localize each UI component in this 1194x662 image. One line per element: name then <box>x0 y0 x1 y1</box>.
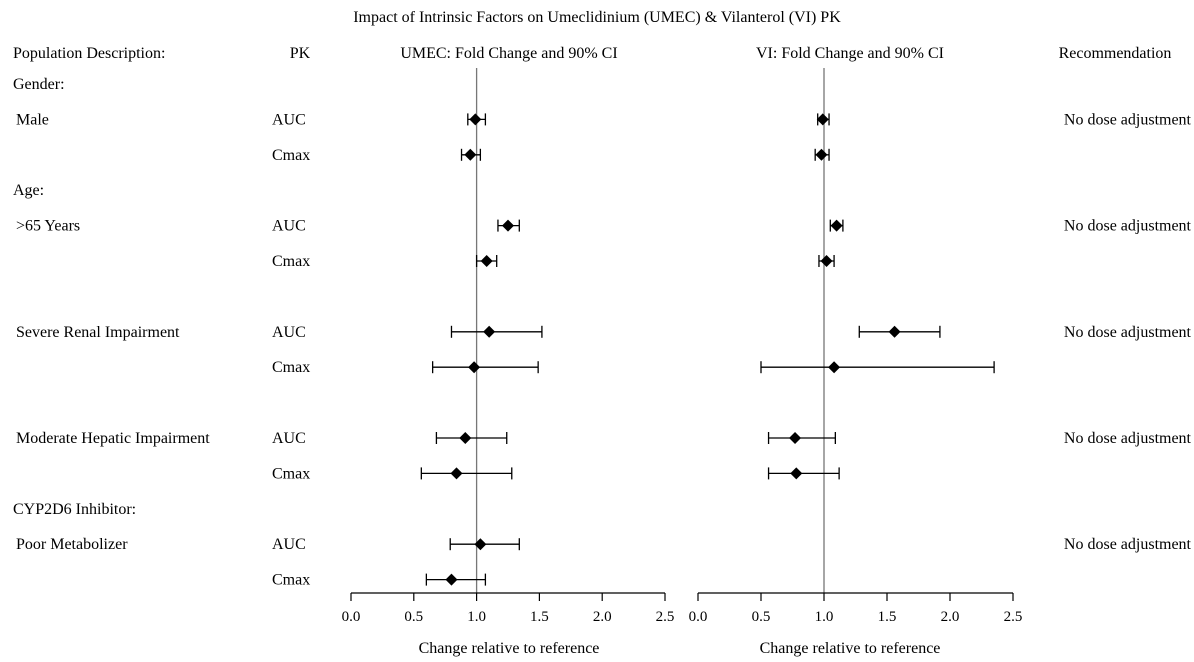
pk-label: Cmax <box>272 253 310 270</box>
recommendation-label: No dose adjustment <box>1064 218 1192 235</box>
umec-panel: 0.0 0.5 1.0 1.5 2.0 2.5 Change relative to ref… <box>342 68 675 657</box>
pk-label: AUC <box>272 536 306 553</box>
point-estimate-marker <box>474 538 487 551</box>
population-label: Moderate Hepatic Impairment <box>16 430 210 447</box>
point-estimate-marker <box>464 148 477 161</box>
point-estimate-marker <box>502 219 514 232</box>
pk-label: Cmax <box>272 572 310 589</box>
x-tick-label: 1.5 <box>530 609 549 625</box>
x-tick-label: 0.0 <box>342 609 361 625</box>
pk-label: Cmax <box>272 465 310 482</box>
x-axis-label: Change relative to reference <box>419 640 600 657</box>
x-axis-label: Change relative to reference <box>760 640 941 657</box>
x-tick-label: 1.0 <box>815 609 834 625</box>
recommendation-label: No dose adjustment <box>1064 430 1192 447</box>
point-estimate-marker <box>830 219 843 232</box>
point-estimate-marker <box>445 573 458 586</box>
pk-header: PK <box>290 45 311 62</box>
chart-title: Impact of Intrinsic Factors on Umeclidin… <box>353 9 841 26</box>
population-label: >65 Years <box>16 218 80 235</box>
recommendation-label: No dose adjustment <box>1064 324 1192 341</box>
point-estimate-marker <box>459 432 472 444</box>
pk-label: AUC <box>272 430 306 447</box>
row-labels: Gender: Male AUC No dose adjustment Cmax Age:… <box>13 76 1192 589</box>
vi-panel-header: VI: Fold Change and 90% CI <box>756 45 944 62</box>
pk-label: Cmax <box>272 147 310 164</box>
recommendation-label: No dose adjustment <box>1064 536 1192 553</box>
umec-panel-header: UMEC: Fold Change and 90% CI <box>400 45 617 62</box>
population-label: Male <box>16 111 49 128</box>
x-tick-label: 2.5 <box>1004 609 1023 625</box>
point-estimate-marker <box>483 325 496 338</box>
x-tick-label: 0.5 <box>404 609 423 625</box>
pk-label: AUC <box>272 324 306 341</box>
vi-panel: 0.0 0.5 1.0 1.5 2.0 2.5 Change relative to ref… <box>689 68 1023 657</box>
point-estimate-marker <box>468 361 481 374</box>
population-label: CYP2D6 Inhibitor: <box>13 501 136 518</box>
point-estimate-marker <box>789 432 802 444</box>
population-label: Age: <box>13 182 44 199</box>
recommendation-header: Recommendation <box>1059 45 1172 62</box>
population-header: Population Description: <box>13 45 165 62</box>
recommendation-label: No dose adjustment <box>1064 111 1192 128</box>
population-label: Poor Metabolizer <box>16 536 128 553</box>
pk-label: AUC <box>272 111 306 128</box>
population-label: Gender: <box>13 76 65 93</box>
point-estimate-marker <box>828 361 841 374</box>
x-tick-label: 1.0 <box>467 609 486 625</box>
point-estimate-marker <box>816 113 829 126</box>
x-tick-label: 2.0 <box>593 609 612 625</box>
x-tick-label: 0.0 <box>689 609 708 625</box>
pk-label: AUC <box>272 218 306 235</box>
point-estimate-marker <box>469 113 482 126</box>
point-estimate-marker <box>815 148 828 161</box>
point-estimate-marker <box>480 255 493 267</box>
population-label: Severe Renal Impairment <box>16 324 180 341</box>
x-tick-label: 0.5 <box>752 609 771 625</box>
x-tick-label: 1.5 <box>878 609 897 625</box>
x-tick-label: 2.0 <box>941 609 960 625</box>
point-estimate-marker <box>888 325 901 338</box>
pk-label: Cmax <box>272 359 310 376</box>
x-tick-label: 2.5 <box>656 609 675 625</box>
point-estimate-marker <box>820 255 833 267</box>
point-estimate-marker <box>790 467 803 480</box>
point-estimate-marker <box>450 467 463 480</box>
